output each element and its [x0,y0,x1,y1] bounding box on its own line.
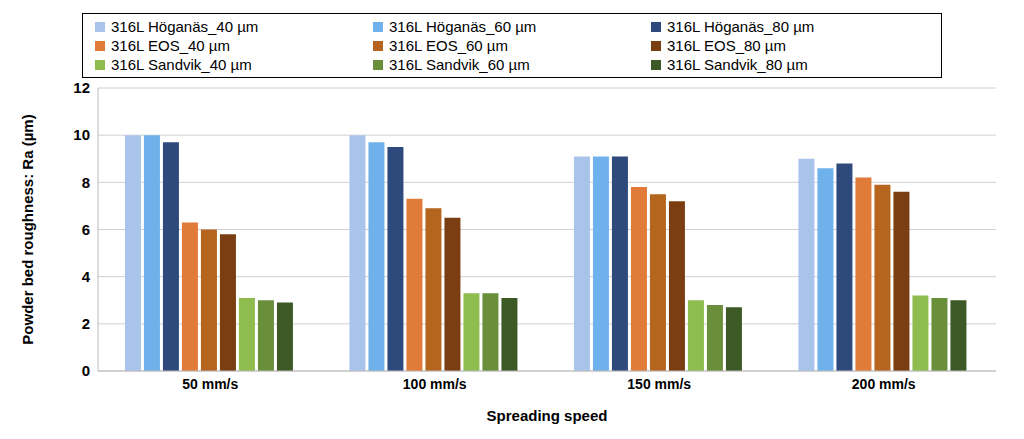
svg-text:50 mm/s: 50 mm/s [182,376,238,392]
svg-text:Powder bed roughness: Ra (µm): Powder bed roughness: Ra (µm) [19,114,36,344]
html-text:316L EOS_40 µm: 316L EOS_40 µm [111,37,230,54]
svg-text:Spreading speed: Spreading speed [487,407,608,424]
svg-text:150 mm/s: 150 mm/s [627,376,691,392]
svg-text:2: 2 [82,315,90,332]
html-text:316L Sandvik_40 µm: 316L Sandvik_40 µm [111,56,252,73]
svg-text:12: 12 [73,79,90,96]
svg-text:10: 10 [73,126,90,143]
svg-text:4: 4 [82,268,91,285]
html-text:316L EOS_80 µm: 316L EOS_80 µm [667,37,786,54]
html-text:316L Höganäs_60 µm: 316L Höganäs_60 µm [389,18,537,35]
html-text:316L Sandvik_60 µm: 316L Sandvik_60 µm [389,56,530,73]
html-text:316L Sandvik_80 µm: 316L Sandvik_80 µm [667,56,808,73]
svg-text:0: 0 [82,362,90,379]
html-text:316L Höganäs_80 µm: 316L Höganäs_80 µm [667,18,815,35]
svg-text:8: 8 [82,174,90,191]
html-text:316L EOS_60 µm: 316L EOS_60 µm [389,37,508,54]
svg-text:200 mm/s: 200 mm/s [852,376,916,392]
html-text:316L Höganäs_40 µm: 316L Höganäs_40 µm [111,18,259,35]
svg-text:6: 6 [82,221,90,238]
svg-text:100 mm/s: 100 mm/s [403,376,467,392]
